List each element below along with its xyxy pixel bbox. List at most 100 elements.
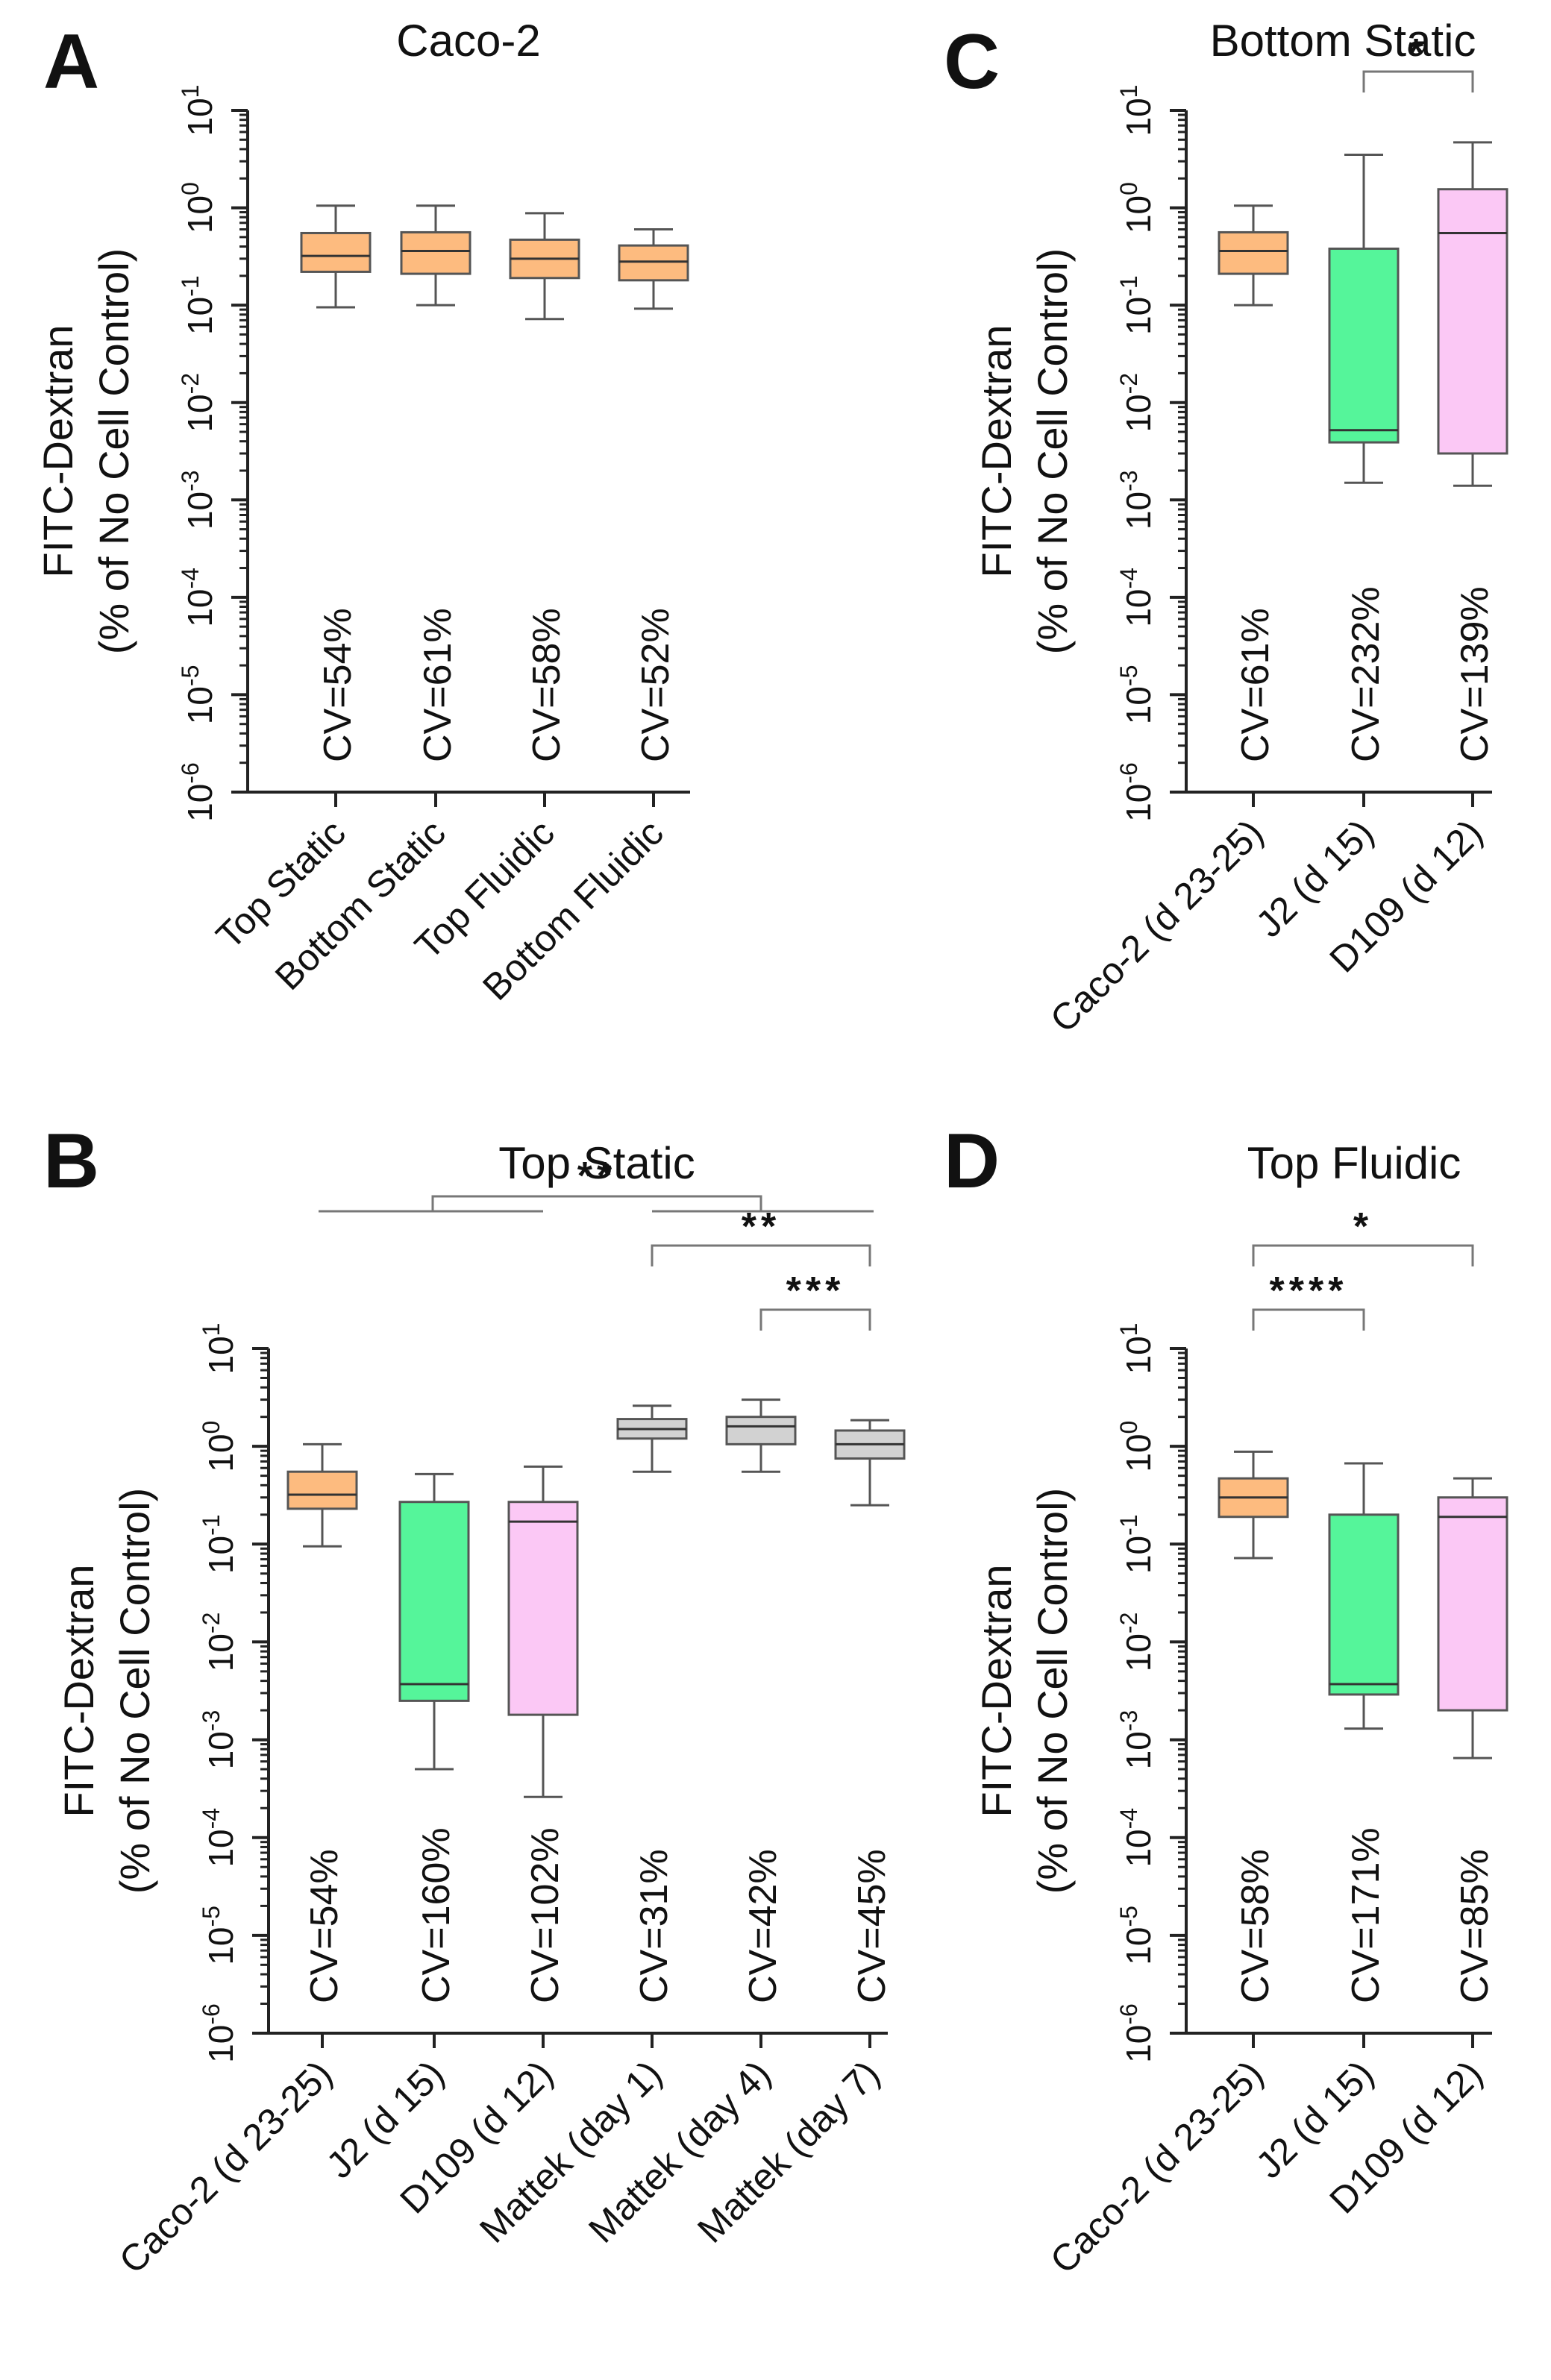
significance-bracket-2: ** [651,1205,871,1266]
y-axis-label-sub: (% of No Cell Control) [111,1488,158,1894]
box-1: CV=58% [1218,1450,1289,2048]
y-tick-exponent: -1 [1115,275,1142,296]
y-tick-label: 10-2 [1115,1613,1158,1672]
y-tick-exponent: 1 [198,1323,225,1337]
y-tick-base: 10 [181,686,219,724]
y-tick-label: 101 [198,1323,240,1375]
y-axis-label-sub: (% of No Cell Control) [1029,248,1076,655]
panel-letter: A [43,19,99,105]
y-tick-exponent: 1 [1115,85,1142,98]
y-tick-label: 10-3 [198,1710,240,1770]
bracket-line [759,1308,871,1331]
box-3: CV=58% [509,212,580,807]
y-tick-exponent: -4 [177,568,204,588]
panel-letter: B [43,1118,99,1205]
y-tick-base: 10 [181,394,219,432]
y-tick-label: 10-1 [1115,1514,1158,1574]
box-iqr [507,1501,579,1716]
box-1: CV=54% [286,1442,358,2048]
y-tick-base: 10 [181,297,219,335]
significance-bracket-3: *** [759,1269,871,1331]
y-axis-label-sub: (% of No Cell Control) [1029,1488,1076,1894]
box-iqr [1437,1496,1508,1712]
y-tick-exponent: -2 [1115,1613,1142,1633]
significance-stars: **** [1270,1269,1348,1313]
cv-label: CV=58% [1234,1849,1277,2003]
y-tick-base: 10 [181,492,219,530]
y-tick-base: 10 [201,1927,240,1965]
bracket-line [1252,1308,1365,1331]
panel-letter: D [944,1118,1000,1205]
y-tick-base: 10 [1119,1927,1158,1965]
y-tick-exponent: -5 [177,665,204,686]
significance-stars: ** [577,1155,616,1198]
box-6: CV=45% [834,1419,906,2048]
y-tick-label: 101 [177,85,219,136]
y-tick-exponent: -6 [177,762,204,783]
box-iqr [400,230,471,275]
y-axis-label-sub: (% of No Cell Control) [90,248,137,655]
cv-label: CV=61% [416,608,460,762]
box-2: CV=160% [398,1472,470,2048]
y-axis-label: FITC-Dextran [973,1564,1020,1817]
y-tick-base: 10 [1119,1829,1158,1867]
y-tick-label: 10-6 [177,762,219,822]
y-tick-exponent: -5 [1115,1906,1142,1927]
bracket-line [651,1244,871,1266]
y-tick-exponent: -6 [1115,2003,1142,2024]
y-tick-base: 10 [181,98,219,136]
y-tick-label: 100 [198,1421,240,1472]
y-tick-base: 10 [1119,492,1158,530]
box-iqr [300,231,372,273]
box-1: CV=54% [300,204,372,807]
y-tick-label: 100 [1115,1421,1158,1472]
y-tick-label: 10-3 [177,470,219,530]
cv-label: CV=58% [525,608,568,762]
y-axis-label: FITC-Dextran [55,1564,102,1817]
y-tick-label: 10-5 [198,1906,240,1965]
y-tick-base: 10 [1119,297,1158,335]
box-1: CV=61% [1218,204,1289,807]
box-2: CV=232% [1328,154,1400,807]
y-tick-label: 101 [1115,85,1158,136]
box-iqr [398,1501,470,1702]
y-tick-label: 10-5 [1115,1906,1158,1965]
y-axis-label: FITC-Dextran [973,324,1020,577]
y-tick-base: 10 [1119,588,1158,627]
box-iqr [1328,247,1400,444]
y-tick-base: 10 [201,1633,240,1671]
y-tick-exponent: -3 [1115,470,1142,491]
cv-label: CV=171% [1344,1827,1388,2003]
y-tick-exponent: 1 [177,85,204,98]
box-iqr [1437,188,1508,455]
y-tick-exponent: -5 [1115,665,1142,686]
significance-stars: * [1409,31,1428,75]
y-tick-exponent: -6 [1115,762,1142,783]
significance-bracket-2: * [1252,1205,1474,1266]
chart-title: Bottom Static [1210,16,1476,66]
y-tick-base: 10 [201,1731,240,1769]
y-tick-label: 10-4 [177,568,219,627]
y-tick-base: 10 [201,1829,240,1867]
y-tick-label: 10-2 [177,373,219,433]
y-tick-label: 10-3 [1115,1710,1158,1770]
chart-title: Caco-2 [396,16,540,66]
cv-label: CV=31% [633,1849,676,2003]
y-tick-base: 10 [1119,686,1158,724]
cv-label: CV=54% [316,608,360,762]
y-axis-label: FITC-Dextran [34,324,81,577]
y-tick-base: 10 [201,2025,240,2063]
y-tick-label: 10-5 [1115,665,1158,725]
y-tick-base: 10 [201,1336,240,1374]
y-tick-exponent: -4 [198,1808,225,1829]
y-tick-label: 10-5 [177,665,219,725]
box-4: CV=31% [616,1404,688,2048]
box-iqr [286,1470,358,1510]
y-tick-label: 10-6 [1115,762,1158,822]
y-tick-base: 10 [1119,784,1158,822]
box-iqr [618,244,689,282]
significance-stars: ** [742,1205,780,1249]
box-3: CV=139% [1437,141,1508,807]
significance-stars: * [1353,1205,1373,1249]
cv-label: CV=61% [1234,608,1277,762]
